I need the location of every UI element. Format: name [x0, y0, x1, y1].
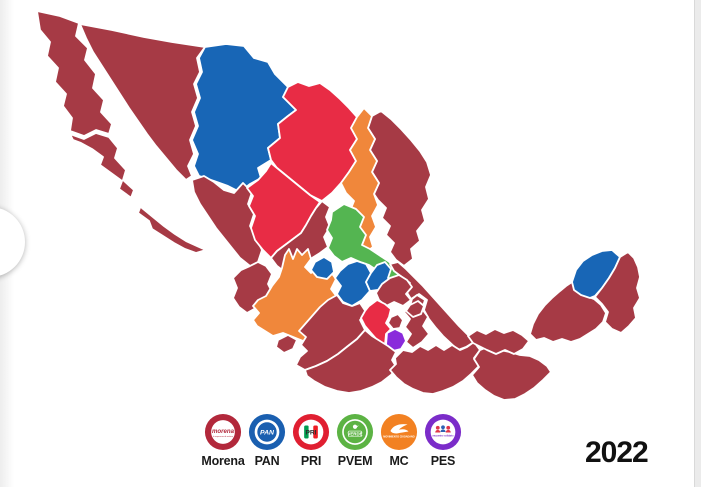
legend-label-pvem: PVEM	[337, 454, 373, 468]
state-guanajuato	[334, 260, 372, 307]
legend-label-mc: MC	[389, 454, 409, 468]
state-baja-california	[36, 10, 113, 137]
svg-text:morena: morena	[212, 428, 235, 435]
mc-party-icon: MOVIMIENTO CIUDADANO	[380, 413, 418, 451]
state-chiapas	[471, 345, 552, 401]
state-guerrero	[304, 329, 398, 394]
legend-label-pan: PAN	[254, 454, 280, 468]
svg-text:PRI: PRI	[305, 429, 316, 436]
legend-item-mc: MOVIMIENTO CIUDADANO MC	[377, 413, 421, 468]
svg-text:PAN: PAN	[260, 430, 275, 437]
state-mexico	[360, 299, 392, 346]
legend-label-pri: PRI	[300, 454, 322, 468]
legend-item-morena: morena la esperanza de méxico Morena	[201, 413, 245, 468]
svg-text:MOVIMIENTO CIUDADANO: MOVIMIENTO CIUDADANO	[383, 436, 415, 439]
svg-text:encuentro solidario: encuentro solidario	[432, 434, 454, 437]
svg-text:VERDE: VERDE	[347, 431, 362, 436]
state-oaxaca	[389, 341, 481, 395]
state-baja-california-sur	[69, 132, 207, 254]
legend-label-morena: Morena	[201, 454, 245, 468]
year-label: 2022	[585, 436, 649, 469]
state-aguascalientes	[310, 256, 335, 280]
party-legend: morena la esperanza de méxico Morena PAN…	[201, 413, 465, 468]
legend-item-pan: PAN PAN	[245, 413, 289, 468]
legend-item-pes: encuentro solidario PES	[421, 413, 465, 468]
state-quintana-roo	[594, 251, 641, 334]
legend-item-pvem: VERDE PVEM	[333, 413, 377, 468]
state-tabasco	[467, 328, 530, 355]
pes-party-icon: encuentro solidario	[424, 413, 462, 451]
pan-party-icon: PAN	[248, 413, 286, 451]
morena-party-icon: morena la esperanza de méxico	[204, 413, 242, 451]
legend-item-pri: PRI PRI	[289, 413, 333, 468]
pvem-party-icon: VERDE	[336, 413, 374, 451]
legend-label-pes: PES	[430, 454, 456, 468]
state-cdmx	[387, 313, 404, 330]
pri-party-icon: PRI	[292, 413, 330, 451]
state-colima	[275, 334, 298, 354]
svg-text:la esperanza de méxico: la esperanza de méxico	[213, 435, 233, 438]
right-edge-panel	[694, 0, 701, 487]
state-tlaxcala	[405, 300, 425, 318]
